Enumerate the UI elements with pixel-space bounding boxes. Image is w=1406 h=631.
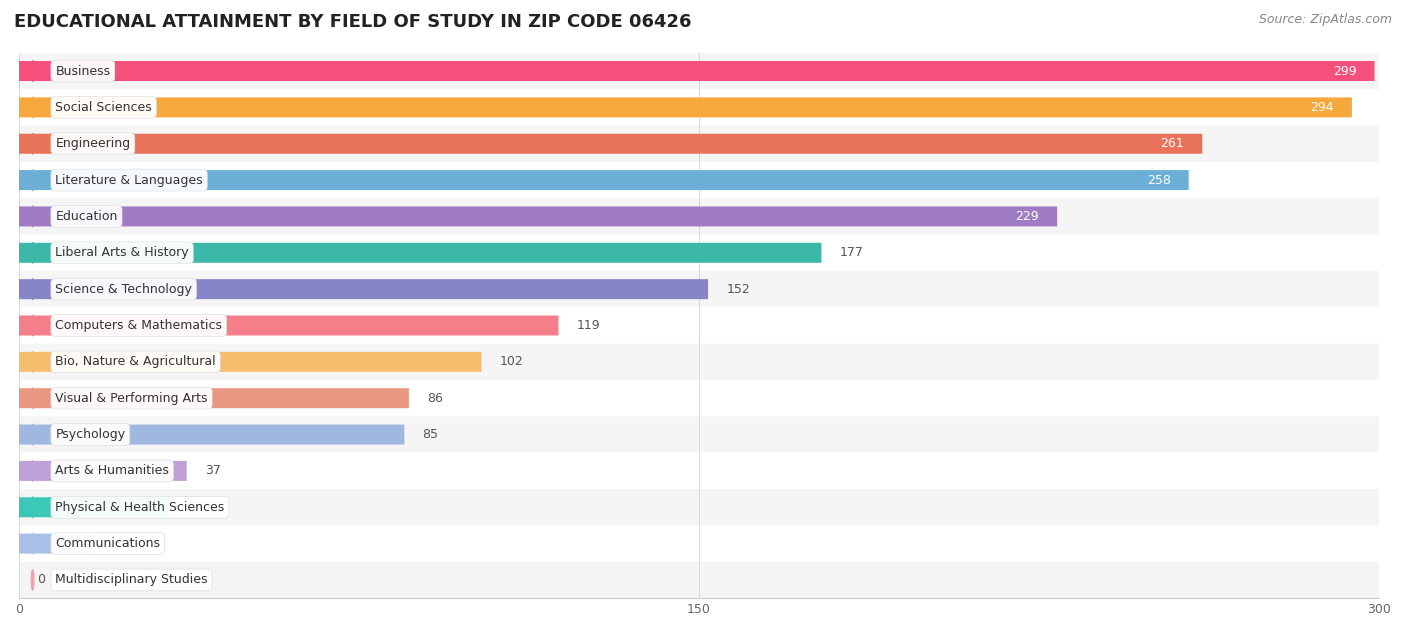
Circle shape (31, 279, 34, 299)
FancyBboxPatch shape (20, 162, 1379, 198)
Text: Social Sciences: Social Sciences (55, 101, 152, 114)
FancyBboxPatch shape (20, 198, 1379, 235)
Text: Source: ZipAtlas.com: Source: ZipAtlas.com (1258, 13, 1392, 26)
Circle shape (31, 170, 34, 191)
Text: Business: Business (55, 64, 111, 78)
FancyBboxPatch shape (20, 170, 1188, 190)
FancyBboxPatch shape (20, 206, 1057, 227)
FancyBboxPatch shape (20, 307, 1379, 344)
Text: Liberal Arts & History: Liberal Arts & History (55, 246, 188, 259)
FancyBboxPatch shape (20, 279, 709, 299)
Circle shape (31, 425, 34, 445)
Text: Education: Education (55, 210, 118, 223)
Text: Literature & Languages: Literature & Languages (55, 174, 202, 187)
Circle shape (31, 497, 34, 517)
FancyBboxPatch shape (20, 534, 91, 553)
Text: 16: 16 (110, 537, 125, 550)
FancyBboxPatch shape (20, 497, 169, 517)
Circle shape (31, 316, 34, 336)
Circle shape (31, 388, 34, 408)
Circle shape (31, 61, 34, 81)
Text: 102: 102 (499, 355, 523, 369)
FancyBboxPatch shape (20, 562, 1379, 598)
Circle shape (31, 97, 34, 117)
FancyBboxPatch shape (20, 489, 1379, 526)
FancyBboxPatch shape (20, 53, 1379, 89)
Text: Bio, Nature & Agricultural: Bio, Nature & Agricultural (55, 355, 217, 369)
Circle shape (31, 134, 34, 154)
FancyBboxPatch shape (20, 452, 1379, 489)
Text: Psychology: Psychology (55, 428, 125, 441)
Circle shape (31, 570, 34, 590)
Text: 86: 86 (427, 392, 443, 404)
Text: 258: 258 (1147, 174, 1171, 187)
Circle shape (31, 533, 34, 554)
FancyBboxPatch shape (20, 235, 1379, 271)
Text: 294: 294 (1310, 101, 1334, 114)
FancyBboxPatch shape (20, 134, 1202, 154)
Text: Engineering: Engineering (55, 137, 131, 150)
FancyBboxPatch shape (20, 526, 1379, 562)
FancyBboxPatch shape (20, 97, 1351, 117)
Text: 119: 119 (576, 319, 600, 332)
Text: Communications: Communications (55, 537, 160, 550)
Text: 229: 229 (1015, 210, 1039, 223)
Text: Multidisciplinary Studies: Multidisciplinary Studies (55, 574, 208, 586)
FancyBboxPatch shape (20, 380, 1379, 416)
Circle shape (31, 461, 34, 481)
Text: 152: 152 (727, 283, 749, 296)
Text: Physical & Health Sciences: Physical & Health Sciences (55, 501, 225, 514)
FancyBboxPatch shape (20, 61, 1375, 81)
Text: 261: 261 (1160, 137, 1184, 150)
Text: 177: 177 (839, 246, 863, 259)
Text: Visual & Performing Arts: Visual & Performing Arts (55, 392, 208, 404)
FancyBboxPatch shape (20, 243, 821, 262)
FancyBboxPatch shape (20, 126, 1379, 162)
FancyBboxPatch shape (20, 271, 1379, 307)
Text: 37: 37 (205, 464, 221, 478)
Circle shape (31, 206, 34, 227)
FancyBboxPatch shape (20, 461, 187, 481)
Text: 299: 299 (1333, 64, 1357, 78)
Circle shape (31, 351, 34, 372)
Text: Computers & Mathematics: Computers & Mathematics (55, 319, 222, 332)
FancyBboxPatch shape (20, 344, 1379, 380)
Text: Science & Technology: Science & Technology (55, 283, 193, 296)
FancyBboxPatch shape (20, 89, 1379, 126)
FancyBboxPatch shape (20, 425, 405, 445)
FancyBboxPatch shape (20, 416, 1379, 452)
Text: EDUCATIONAL ATTAINMENT BY FIELD OF STUDY IN ZIP CODE 06426: EDUCATIONAL ATTAINMENT BY FIELD OF STUDY… (14, 13, 692, 31)
Text: Arts & Humanities: Arts & Humanities (55, 464, 169, 478)
Circle shape (31, 242, 34, 263)
FancyBboxPatch shape (20, 388, 409, 408)
Text: 0: 0 (37, 574, 45, 586)
FancyBboxPatch shape (20, 316, 558, 336)
FancyBboxPatch shape (20, 352, 481, 372)
Text: 85: 85 (422, 428, 439, 441)
Text: 33: 33 (187, 501, 202, 514)
